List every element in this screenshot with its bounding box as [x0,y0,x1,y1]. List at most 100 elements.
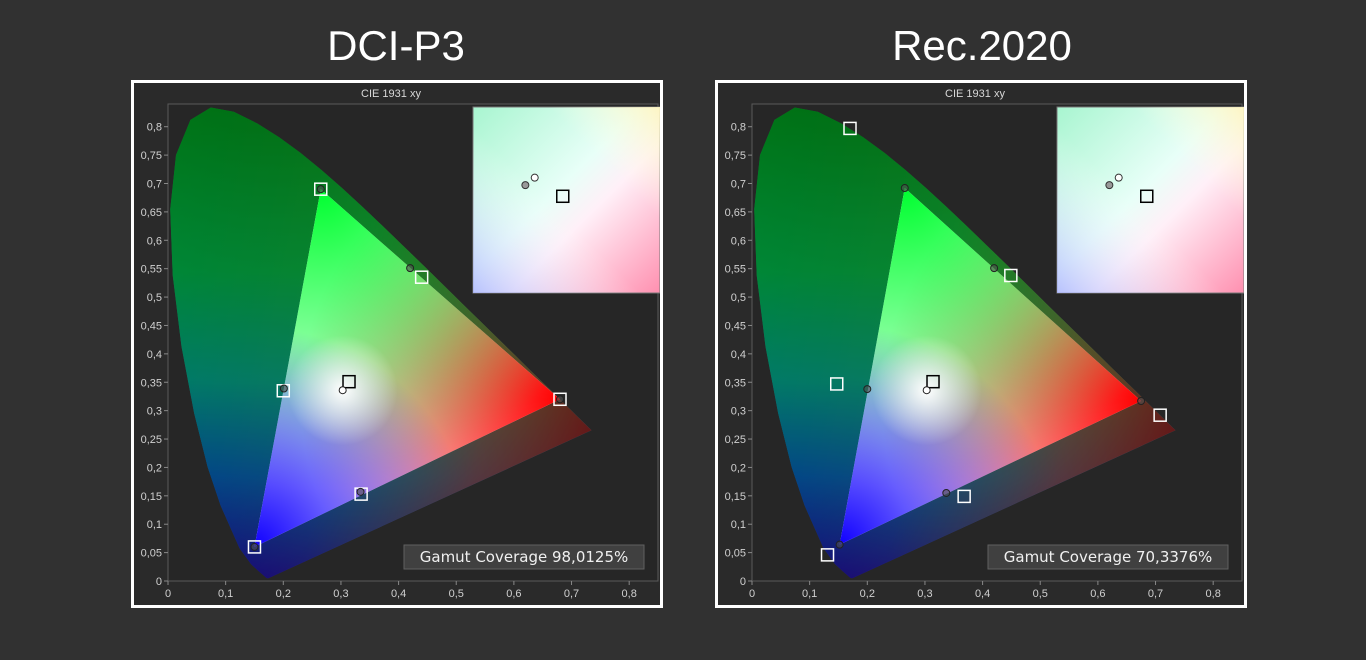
chart-subtitle: CIE 1931 xy [945,88,1005,100]
y-tick-label: 0,65 [725,207,746,219]
y-tick-label: 0,3 [731,406,746,418]
y-tick-label: 0,75 [141,150,162,162]
measured-marker-green [900,184,909,193]
y-tick-label: 0,75 [725,150,746,162]
target-marker-cyan [829,377,844,391]
y-tick-label: 0 [740,576,746,588]
gamut-coverage-label: Gamut Coverage 98,0125% [403,544,645,570]
x-tick-label: 0,7 [1148,588,1163,600]
measured-marker-yellow [990,264,999,273]
measured-marker-magenta [356,487,365,496]
chart-title-dci-p3: DCI-P3 [327,22,465,69]
axes: 0 0,1 0,2 0,3 0,4 0,5 0,6 0,7 0,8 0 0,05 0,1 0,15 0,2… [725,122,1221,600]
x-tick-label: 0,5 [1033,588,1048,600]
y-tick-label: 0,5 [731,292,746,304]
target-marker-white [926,374,940,389]
x-tick-label: 0,4 [975,588,990,600]
y-tick-label: 0,2 [147,462,162,474]
y-tick-label: 0,7 [147,179,162,191]
x-tick-label: 0,6 [1090,588,1105,600]
y-tick-label: 0,25 [141,434,162,446]
chart-subtitle: CIE 1931 xy [361,88,421,100]
y-tick-label: 0,8 [147,122,162,134]
white-point-inset [1056,106,1244,294]
y-tick-label: 0,15 [725,491,746,503]
measured-marker-white [338,386,347,395]
measured-marker-red [1137,396,1146,405]
target-marker-red [1153,408,1167,422]
y-tick-label: 0,65 [141,207,162,219]
x-tick-label: 0,5 [449,588,464,600]
gamut-coverage-label: Gamut Coverage 70,3376% [987,544,1229,570]
x-tick-label: 0,8 [1206,588,1221,600]
x-tick-label: 0,3 [917,588,932,600]
y-tick-label: 0,55 [725,264,746,276]
target-marker-green [843,121,857,136]
measured-marker-blue [250,542,259,551]
target-marker-white [342,374,356,389]
y-tick-label: 0,6 [147,235,162,247]
y-tick-label: 0,4 [147,349,162,361]
cie-chart-svg: CIE 1931 xy 0 0,1 0,2 0,3 0,4 0,5 0,6 0,7 0,8 0 0,0… [141,88,660,600]
x-tick-label: 0,2 [276,588,291,600]
y-tick-label: 0,3 [147,406,162,418]
y-tick-label: 0 [156,576,162,588]
y-tick-label: 0,15 [141,491,162,503]
rec2020-chart-panel: CIE 1931 xy 0 0,1 0,2 0,3 0,4 0,5 0,6 0,7 0,8 0 0,0… [715,80,1247,608]
y-tick-label: 0,1 [731,519,746,531]
measured-marker-white [922,386,931,395]
y-tick-label: 0,45 [725,320,746,332]
y-tick-label: 0,45 [141,320,162,332]
cie-chart-svg: CIE 1931 xy 0 0,1 0,2 0,3 0,4 0,5 0,6 0,7 0,8 0 0,0… [725,88,1244,600]
y-tick-label: 0,7 [731,179,746,191]
x-tick-label: 0,2 [860,588,875,600]
x-tick-label: 0,4 [391,588,406,600]
x-tick-label: 0,8 [622,588,637,600]
inset-measured-marker [1114,173,1123,182]
x-tick-label: 0,7 [564,588,579,600]
x-tick-label: 0 [749,588,755,600]
y-tick-label: 0,05 [141,548,162,560]
y-tick-label: 0,6 [731,235,746,247]
inset-measured-marker [521,181,530,190]
measured-marker-yellow [406,264,415,273]
measured-marker-blue [835,540,844,549]
target-marker-red [553,392,567,407]
white-point-inset [472,106,660,294]
inset-measured-marker [1105,181,1114,190]
gamut-coverage-text: Gamut Coverage 70,3376% [1004,548,1213,566]
measured-marker-red [556,395,564,404]
inset-target-marker [1140,189,1154,204]
x-tick-label: 0,1 [802,588,817,600]
target-marker-yellow [414,270,429,284]
y-tick-label: 0,55 [141,264,162,276]
target-marker-green [314,182,328,196]
target-marker-magenta [957,489,971,504]
x-tick-label: 0,1 [218,588,233,600]
axes: 0 0,1 0,2 0,3 0,4 0,5 0,6 0,7 0,8 0 0,05 0,1 0,15 0,2… [141,122,637,600]
chart-title-rec2020: Rec.2020 [892,22,1072,69]
x-tick-label: 0,6 [506,588,521,600]
target-marker-yellow [1004,268,1018,283]
y-tick-label: 0,25 [725,434,746,446]
y-tick-label: 0,2 [731,462,746,474]
dci-p3-chart-panel: CIE 1931 xy 0 0,1 0,2 0,3 0,4 0,5 0,6 0,7 0,8 0 0,0… [131,80,663,608]
x-tick-label: 0 [165,588,171,600]
measured-marker-cyan [279,384,288,393]
y-tick-label: 0,1 [147,519,162,531]
y-tick-label: 0,8 [731,122,746,134]
target-marker-blue [247,540,262,554]
target-marker-blue [820,548,835,562]
x-tick-label: 0,3 [333,588,348,600]
y-tick-label: 0,4 [731,349,746,361]
inset-target-marker [556,189,570,204]
y-tick-label: 0,5 [147,292,162,304]
y-tick-label: 0,35 [725,377,746,389]
inset-measured-marker [530,173,539,182]
gamut-coverage-text: Gamut Coverage 98,0125% [420,548,629,566]
y-tick-label: 0,05 [725,548,746,560]
measured-marker-cyan [863,385,872,394]
measured-marker-magenta [942,488,951,497]
y-tick-label: 0,35 [141,377,162,389]
measured-marker-green [316,185,325,194]
